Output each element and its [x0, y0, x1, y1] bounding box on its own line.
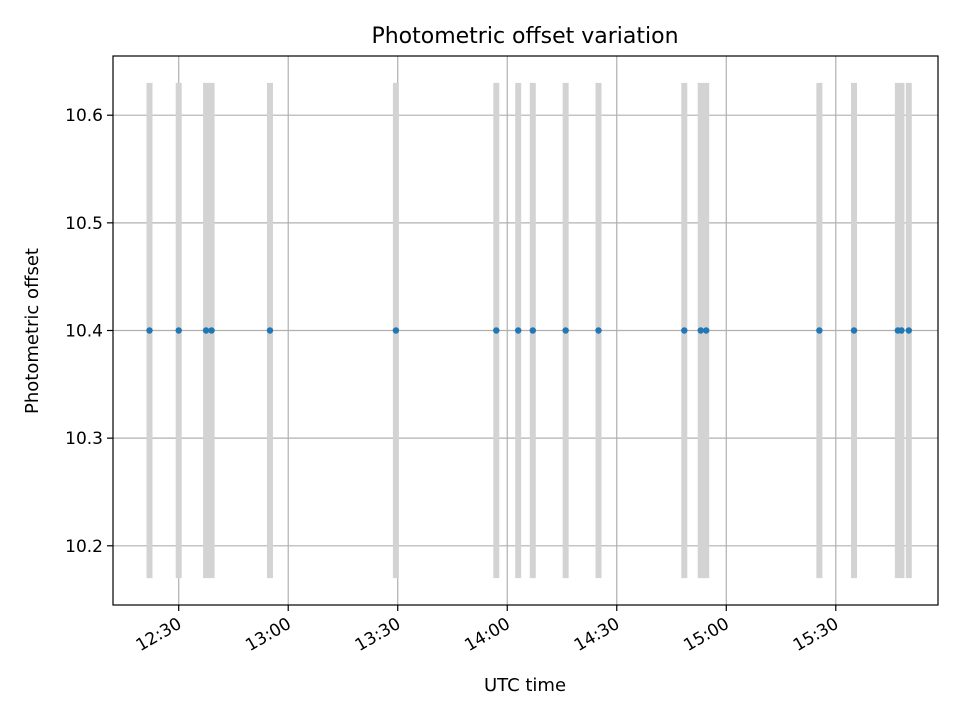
y-axis-label: Photometric offset	[22, 248, 43, 414]
y-tick-label: 10.4	[65, 322, 103, 342]
data-point	[175, 327, 182, 334]
data-point	[697, 327, 704, 334]
y-axis-ticks: 10.2 10.3 10.4 10.5 10.6	[65, 106, 113, 557]
chart-title: Photometric offset variation	[371, 24, 678, 49]
data-point	[898, 327, 905, 334]
data-point	[702, 327, 710, 334]
y-tick-label: 10.5	[65, 214, 103, 234]
y-tick-label: 10.3	[65, 429, 103, 449]
data-point	[266, 327, 274, 334]
data-point	[562, 327, 569, 334]
data-point	[146, 327, 153, 334]
data-point	[816, 327, 823, 334]
data-point	[905, 327, 912, 334]
y-tick-label: 10.2	[65, 537, 103, 557]
data-point	[202, 327, 210, 334]
data-point	[595, 327, 602, 334]
data-point	[681, 327, 688, 334]
data-point	[514, 327, 522, 334]
data-point	[529, 327, 537, 334]
data-point	[208, 327, 215, 334]
x-axis-label: UTC time	[484, 675, 566, 696]
data-point	[850, 327, 858, 334]
data-point	[493, 327, 500, 334]
y-tick-label: 10.6	[65, 106, 103, 126]
data-point	[392, 327, 400, 334]
data-points	[146, 327, 912, 334]
